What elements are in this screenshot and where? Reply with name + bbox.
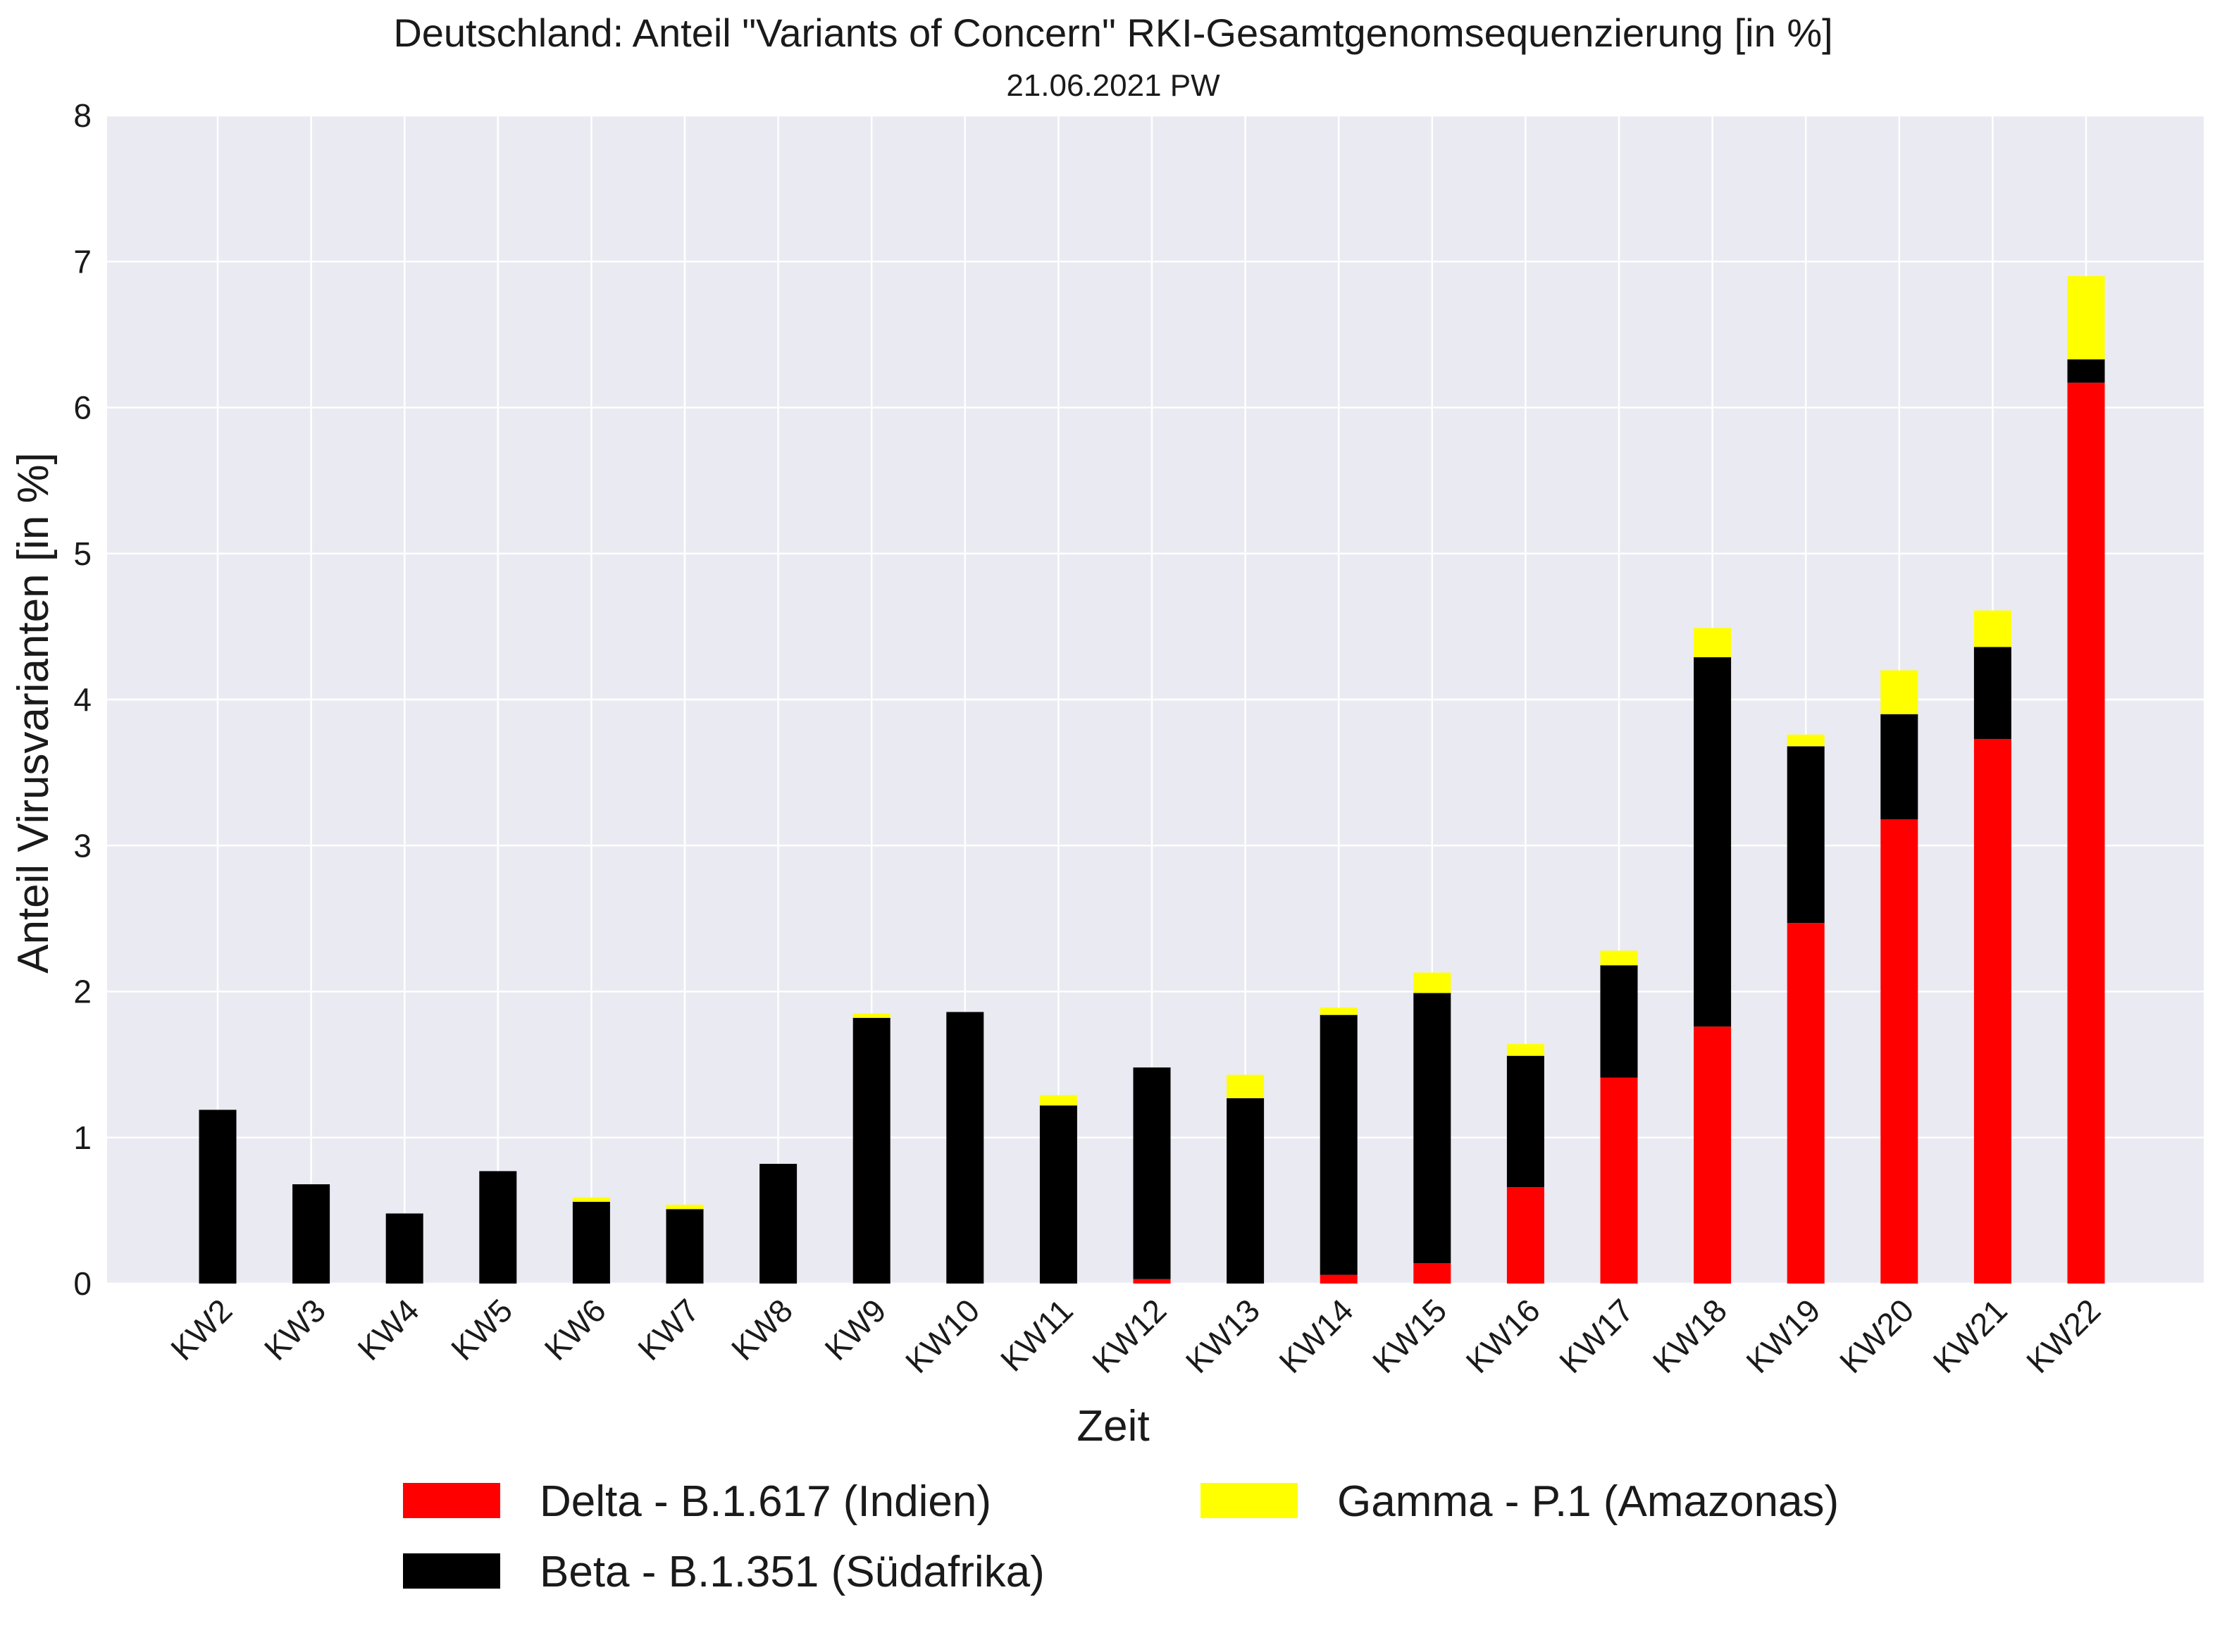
bar-segment-delta-kw19 <box>1787 923 1825 1284</box>
legend-swatch-beta <box>403 1553 500 1589</box>
x-tick-label-kw13: KW13 <box>1179 1292 1267 1380</box>
bar-segment-beta-kw16 <box>1506 1055 1544 1188</box>
x-tick-label-kw17: KW17 <box>1552 1292 1640 1380</box>
bar-segment-beta-kw13 <box>1227 1098 1265 1284</box>
chart-title: Deutschland: Anteil "Variants of Concern… <box>393 11 1832 55</box>
bar-segment-beta-kw11 <box>1039 1105 1077 1284</box>
legend-swatch-gamma <box>1200 1483 1298 1518</box>
bar-segment-gamma-kw16 <box>1506 1044 1544 1056</box>
legend-label-beta: Beta - B.1.351 (Südafrika) <box>540 1548 1045 1596</box>
bar-segment-gamma-kw11 <box>1039 1095 1077 1106</box>
x-tick-label-kw20: KW20 <box>1832 1292 1921 1380</box>
x-tick-label-kw6: KW6 <box>538 1292 613 1367</box>
bar-segment-beta-kw18 <box>1694 657 1732 1027</box>
bar-segment-gamma-kw15 <box>1413 972 1451 993</box>
bar-segment-beta-kw6 <box>572 1201 610 1284</box>
x-tick-label-kw19: KW19 <box>1739 1292 1827 1380</box>
bar-segment-beta-kw3 <box>292 1184 330 1284</box>
x-tick-label-kw18: KW18 <box>1646 1292 1734 1380</box>
bar-segment-beta-kw8 <box>759 1164 798 1284</box>
bar-segment-delta-kw15 <box>1413 1262 1451 1284</box>
y-tick-label: 7 <box>73 243 92 280</box>
x-tick-label-kw8: KW8 <box>724 1292 800 1367</box>
bar-segment-gamma-kw19 <box>1787 734 1825 747</box>
bar-segment-delta-kw16 <box>1506 1187 1544 1284</box>
x-tick-label-kw16: KW16 <box>1459 1292 1547 1380</box>
bar-segment-beta-kw15 <box>1413 993 1451 1263</box>
x-tick-label-kw2: KW2 <box>163 1292 239 1367</box>
x-tick-label-kw10: KW10 <box>898 1292 986 1380</box>
x-tick-label-kw11: KW11 <box>993 1292 1080 1379</box>
x-tick-label-kw3: KW3 <box>257 1292 333 1367</box>
y-tick-label: 8 <box>73 97 92 134</box>
bar-segment-beta-kw2 <box>199 1110 237 1284</box>
bar-segment-beta-kw4 <box>385 1213 423 1284</box>
y-tick-label: 2 <box>73 974 92 1010</box>
chart-subtitle: 21.06.2021 PW <box>1006 68 1220 103</box>
bar-segment-beta-kw19 <box>1787 746 1825 924</box>
bar-segment-delta-kw18 <box>1694 1026 1732 1284</box>
bar-segment-beta-kw10 <box>946 1012 984 1284</box>
x-tick-label-kw14: KW14 <box>1272 1292 1360 1380</box>
bar-segment-gamma-kw21 <box>1973 610 2011 647</box>
x-tick-label-kw22: KW22 <box>2019 1292 2107 1380</box>
bar-segment-delta-kw22 <box>2067 383 2105 1284</box>
legend-swatch-delta <box>403 1483 500 1518</box>
legend-label-delta: Delta - B.1.617 (Indien) <box>540 1477 991 1526</box>
bar-segment-delta-kw12 <box>1133 1279 1171 1284</box>
bar-segment-gamma-kw17 <box>1600 950 1638 966</box>
y-tick-label: 1 <box>73 1119 92 1156</box>
x-axis-ticks: KW2 KW3 KW4 KW5 KW6 KW7 KW8 KW9 KW10 KW11 KW12 KW13… <box>163 1292 2107 1380</box>
bar-segment-beta-kw5 <box>479 1171 517 1284</box>
x-tick-label-kw7: KW7 <box>631 1292 706 1367</box>
bar-segment-beta-kw9 <box>852 1017 891 1284</box>
bar-segment-beta-kw17 <box>1600 965 1638 1078</box>
y-tick-label: 0 <box>73 1265 92 1302</box>
y-tick-label: 6 <box>73 390 92 426</box>
y-tick-label: 5 <box>73 535 92 572</box>
bar-segment-delta-kw14 <box>1320 1274 1358 1284</box>
x-tick-label-kw4: KW4 <box>350 1292 426 1367</box>
x-tick-label-kw9: KW9 <box>817 1292 893 1367</box>
y-axis-ticks: 0 1 2 3 4 5 6 7 8 <box>73 97 92 1302</box>
x-tick-label-kw12: KW12 <box>1085 1292 1173 1380</box>
bar-segment-gamma-kw20 <box>1880 670 1918 714</box>
x-tick-label-kw21: KW21 <box>1926 1292 2014 1380</box>
y-axis-label: Anteil Virusvarianten [in %] <box>9 452 58 974</box>
y-tick-label: 4 <box>73 681 92 718</box>
bar-segment-gamma-kw9 <box>852 1013 891 1018</box>
bar-segment-beta-kw20 <box>1880 714 1918 819</box>
bar-segment-beta-kw22 <box>2067 359 2105 383</box>
bar-segment-beta-kw21 <box>1973 647 2011 739</box>
y-tick-label: 3 <box>73 827 92 864</box>
bar-segment-gamma-kw13 <box>1227 1074 1265 1098</box>
bar-segment-delta-kw17 <box>1600 1077 1638 1284</box>
bar-segment-delta-kw21 <box>1973 738 2011 1284</box>
x-tick-label-kw15: KW15 <box>1365 1292 1453 1380</box>
bar-segment-gamma-kw22 <box>2067 275 2105 360</box>
bar-segment-delta-kw20 <box>1880 819 1918 1284</box>
bar-segment-gamma-kw18 <box>1694 628 1732 657</box>
x-axis-label: Zeit <box>1077 1402 1149 1451</box>
bar-segment-gamma-kw14 <box>1320 1007 1358 1015</box>
x-tick-label-kw5: KW5 <box>444 1292 519 1367</box>
bar-segment-beta-kw12 <box>1133 1067 1171 1279</box>
legend-label-gamma: Gamma - P.1 (Amazonas) <box>1337 1477 1839 1526</box>
bar-segment-gamma-kw6 <box>572 1197 610 1202</box>
bar-segment-gamma-kw7 <box>666 1205 704 1210</box>
bar-segment-beta-kw14 <box>1320 1014 1358 1275</box>
bars <box>199 275 2105 1284</box>
bar-segment-beta-kw7 <box>666 1209 704 1284</box>
legend: Delta - B.1.617 (Indien) Beta - B.1.351 (… <box>403 1477 1839 1596</box>
